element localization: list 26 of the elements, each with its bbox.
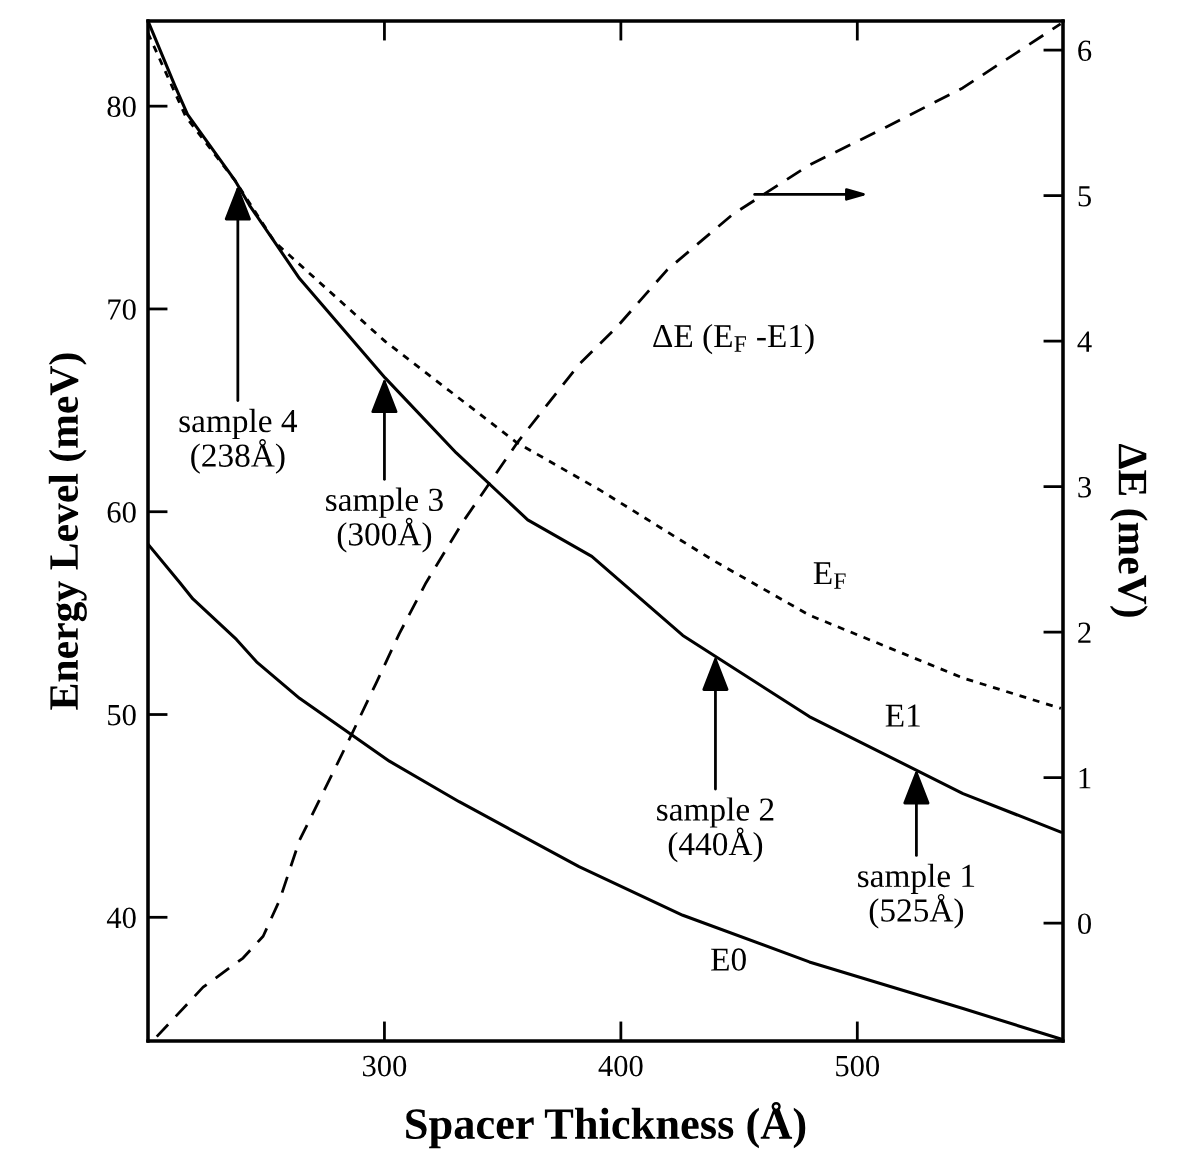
x-tick-label: 300 <box>362 1055 407 1077</box>
y2-tick-label: 1 <box>1079 768 1091 789</box>
annotation: sample 2 (440Å) <box>657 797 774 863</box>
x-tick-label: 400 <box>598 1055 643 1077</box>
y2-tick-label: 0 <box>1078 913 1091 935</box>
series-label: ΔE (E$_{F}$ -E1) <box>653 323 814 355</box>
x-axis-title: Spacer Thickness (Å) <box>406 1102 806 1149</box>
x-tick-label: 500 <box>836 1055 880 1077</box>
y-tick-label: 50 <box>108 704 136 726</box>
y-tick-label: 80 <box>107 96 136 118</box>
y-tick-label: 70 <box>108 299 136 320</box>
annotation: sample 3 (300Å) <box>326 487 443 553</box>
y2-tick-label: 3 <box>1078 476 1091 498</box>
series-label: E1 <box>885 704 920 727</box>
annotation: sample 4 (238Å) <box>179 408 298 474</box>
series-label: E$_{F}$ <box>813 562 846 589</box>
y2-tick-label: 4 <box>1077 331 1092 352</box>
y2-tick-label: 2 <box>1078 622 1091 643</box>
y2-tick-label: 5 <box>1078 186 1091 207</box>
y-axis-title: Energy Level (meV) <box>48 353 87 710</box>
series-label: E0 <box>711 948 746 971</box>
y2-axis-title: ΔE (meV) <box>1109 443 1148 617</box>
y-tick-label: 40 <box>106 907 136 929</box>
y2-tick-label: 6 <box>1078 40 1092 61</box>
annotation: sample 1 (525Å) <box>858 863 975 929</box>
y-tick-label: 60 <box>107 502 136 523</box>
